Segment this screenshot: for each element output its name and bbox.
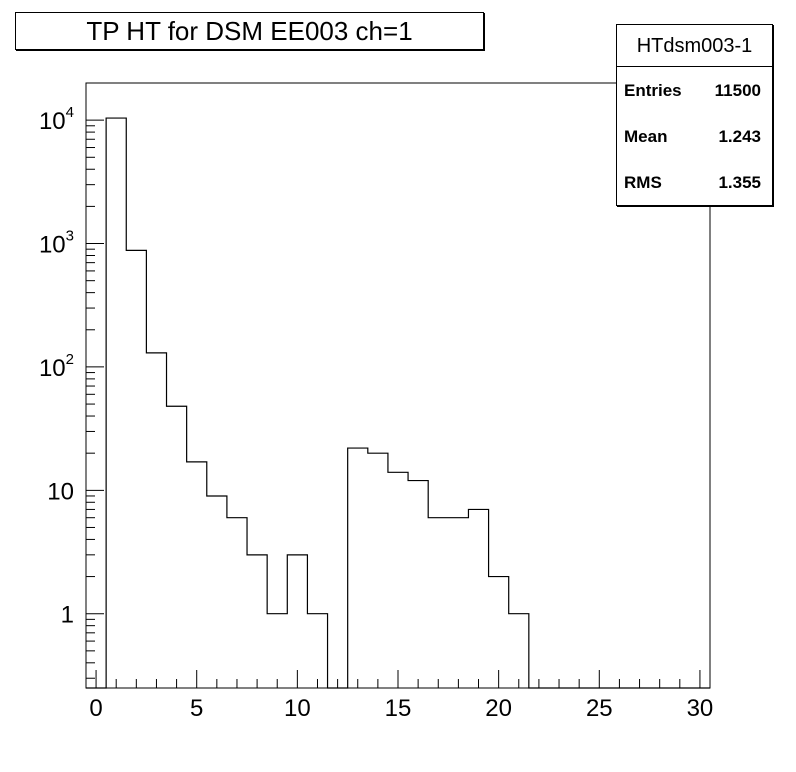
histogram-bin: [408, 481, 428, 688]
x-tick-label: 5: [190, 695, 203, 722]
x-tick-label: 25: [586, 695, 613, 722]
histogram-bin: [428, 518, 448, 688]
y-tick-label: 10: [47, 478, 74, 505]
histogram-bars: [106, 118, 529, 688]
histogram-bin: [307, 614, 327, 688]
stats-value: 1.243: [718, 127, 761, 146]
histogram-bin: [187, 462, 207, 688]
histogram-bin: [126, 250, 146, 688]
histogram-bin: [509, 614, 529, 688]
histogram-bin: [468, 509, 488, 688]
histogram-bin: [348, 448, 368, 688]
stats-box: HTdsm003-1 Entries 11500 Mean 1.243 RMS …: [616, 24, 773, 206]
stats-row-entries: Entries 11500: [617, 67, 772, 113]
histogram-outline: [86, 117, 710, 689]
histogram-bin: [207, 496, 227, 688]
y-axis: 1 10 102 103 104: [39, 82, 104, 679]
histogram-bin: [146, 353, 166, 688]
histogram-bin: [227, 518, 247, 688]
stats-label: RMS: [624, 173, 662, 192]
y-tick-label: 102: [39, 351, 74, 382]
stats-label: Mean: [624, 127, 668, 146]
histogram-bin: [106, 118, 126, 688]
histogram-bin: [167, 406, 187, 688]
x-tick-label: 0: [89, 695, 102, 722]
y-tick-label: 103: [39, 228, 74, 259]
x-axis: 0 5 10 15 20 25 30: [89, 670, 713, 722]
x-tick-label: 15: [385, 695, 412, 722]
histogram-bin: [287, 555, 307, 688]
stats-value: 11500: [714, 81, 761, 100]
histogram-bin: [388, 472, 408, 688]
histogram-bin: [267, 614, 287, 688]
x-tick-label: 30: [687, 695, 714, 722]
chart-title: TP HT for DSM EE003 ch=1: [15, 12, 484, 50]
y-tick-label: 1: [61, 602, 74, 629]
y-tick-label: 104: [39, 104, 74, 135]
stats-row-mean: Mean 1.243: [617, 113, 772, 159]
stats-histogram-name: HTdsm003-1: [617, 25, 772, 67]
stats-row-rms: RMS 1.355: [617, 159, 772, 205]
histogram-bin: [368, 453, 388, 688]
stats-value: 1.355: [718, 173, 761, 192]
stats-label: Entries: [624, 81, 682, 100]
histogram-bin: [247, 555, 267, 688]
x-tick-label: 20: [485, 695, 512, 722]
histogram-bin: [448, 518, 468, 688]
x-tick-label: 10: [284, 695, 311, 722]
